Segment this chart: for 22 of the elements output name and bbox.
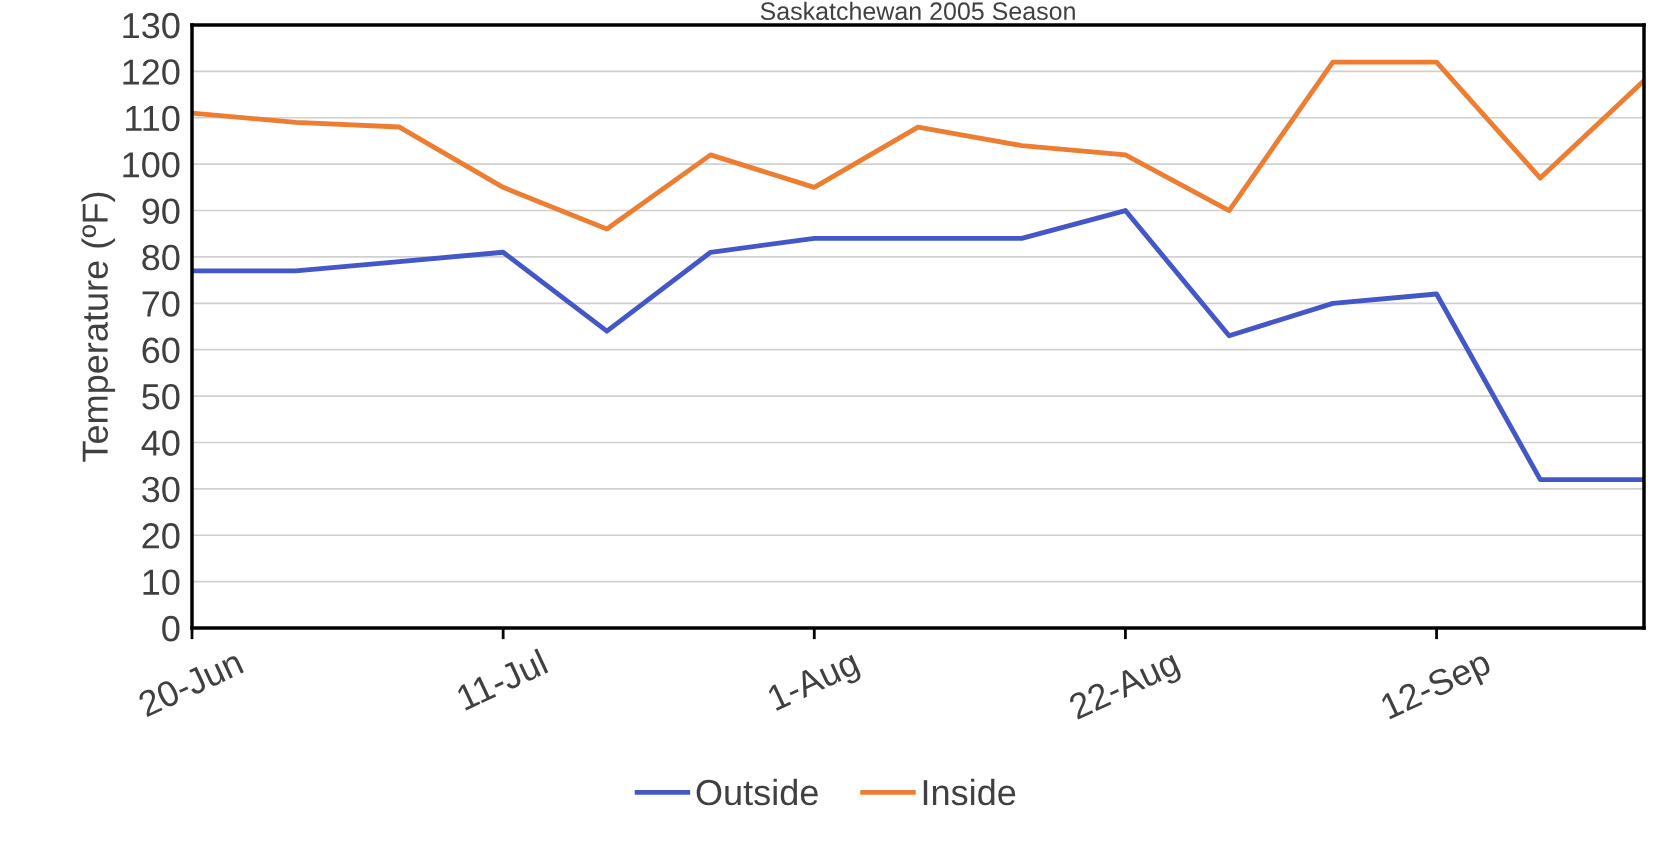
legend-label: Outside [696, 778, 818, 806]
y-axis-title: Temperature (ºF) [81, 192, 116, 462]
y-tick-label: 10 [143, 569, 180, 596]
y-tick-label: 50 [142, 383, 180, 410]
y-tick-label: 40 [141, 430, 180, 456]
x-tick-label: 20-Jun [136, 649, 245, 718]
line-series [192, 59, 1644, 232]
chart-title: Saskatchewan 2005 Season [760, 1, 1075, 21]
legend-label: Inside [923, 778, 1016, 806]
y-tick-label: 30 [142, 476, 180, 503]
y-tick-label: 20 [142, 523, 180, 549]
line-series [192, 208, 1644, 482]
y-tick-label: 70 [142, 291, 180, 317]
y-tick-label: 110 [126, 105, 180, 132]
y-tick-label: 80 [142, 244, 180, 271]
y-tick-label: 120 [123, 59, 180, 85]
x-tick-label: 1-Aug [766, 649, 863, 718]
y-tick-label: 60 [142, 337, 180, 364]
y-tick-label: 90 [142, 198, 180, 224]
y-tick-label: 100 [123, 152, 180, 178]
y-tick-label: 130 [123, 12, 180, 39]
y-tick-label: 0 [162, 615, 180, 642]
